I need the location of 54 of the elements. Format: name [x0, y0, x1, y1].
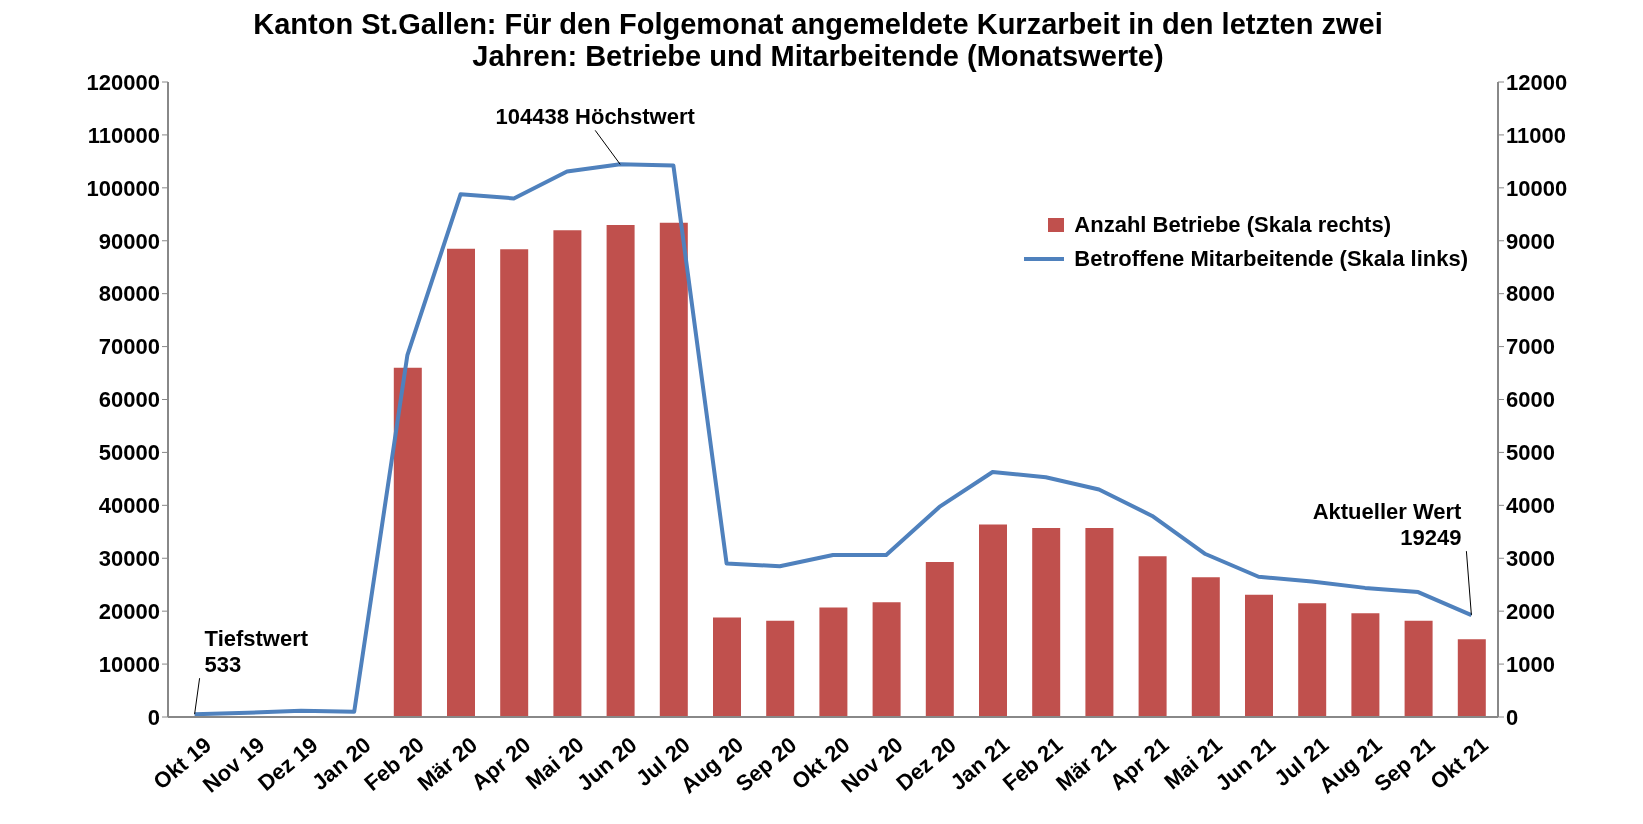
bar	[979, 524, 1007, 717]
bar	[925, 561, 954, 717]
bar	[819, 607, 848, 717]
y2-tick-label: 4000	[1506, 493, 1555, 519]
y2-tick-label: 0	[1506, 704, 1519, 730]
y2-tick-label: 5000	[1506, 440, 1555, 466]
annotation: Aktueller Wert 19249	[1312, 499, 1463, 551]
y-tick-label: 120000	[86, 69, 160, 95]
annotation: Tiefstwert 533	[204, 626, 309, 678]
y-tick-label: 50000	[98, 440, 160, 466]
y2-tick-label: 2000	[1506, 598, 1555, 624]
bar	[393, 367, 422, 717]
annotation: 104438 Höchstwert	[495, 104, 696, 130]
bar	[1138, 556, 1167, 717]
line-series	[192, 162, 1474, 717]
bar	[553, 230, 582, 717]
y2-tick-label: 1000	[1506, 651, 1555, 677]
y-tick-label: 110000	[87, 122, 160, 148]
bar	[1351, 613, 1380, 717]
bar	[1404, 620, 1433, 717]
y-tick-label: 90000	[98, 228, 160, 254]
y2-tick-label: 3000	[1506, 546, 1555, 572]
bar	[713, 617, 741, 717]
y-tick-label: 40000	[98, 493, 160, 519]
y-tick-label: 70000	[98, 334, 160, 360]
bar	[872, 602, 901, 717]
y2-tick-label: 10000	[1506, 175, 1568, 201]
y-tick-label: 20000	[98, 598, 160, 624]
bar	[1085, 528, 1114, 717]
bar	[766, 620, 795, 717]
bar	[659, 222, 688, 717]
y2-tick-label: 9000	[1506, 228, 1555, 254]
bar	[1245, 594, 1273, 717]
y-tick-label: 10000	[98, 651, 160, 677]
bar	[1298, 603, 1327, 717]
bar	[1191, 577, 1220, 717]
legend-label: Betroffene Mitarbeitende (Skala links)	[1074, 246, 1468, 272]
chart-title: Kanton St.Gallen: Für den Folgemonat angemeldete Kurzarbeit in den letzten zwei Jahren: Betriebe und Mitarbeitende (Monatswerte)	[252, 8, 1384, 72]
y-tick-label: 80000	[98, 281, 160, 307]
bar	[606, 224, 635, 717]
bar	[1032, 528, 1061, 717]
y2-tick-label: 8000	[1506, 281, 1555, 307]
y-tick-label: 60000	[98, 387, 160, 413]
y2-tick-label: 6000	[1506, 387, 1555, 413]
y2-tick-label: 7000	[1506, 334, 1555, 360]
bar	[447, 248, 475, 717]
y-tick-label: 30000	[98, 546, 160, 572]
bar	[1457, 639, 1486, 717]
bar	[500, 249, 529, 717]
y2-tick-label: 12000	[1506, 69, 1568, 95]
y2-tick-label: 11000	[1506, 122, 1566, 148]
y-tick-label: 0	[147, 704, 160, 730]
y-tick-label: 100000	[86, 175, 160, 201]
legend-label: Anzahl Betriebe (Skala rechts)	[1074, 212, 1392, 238]
